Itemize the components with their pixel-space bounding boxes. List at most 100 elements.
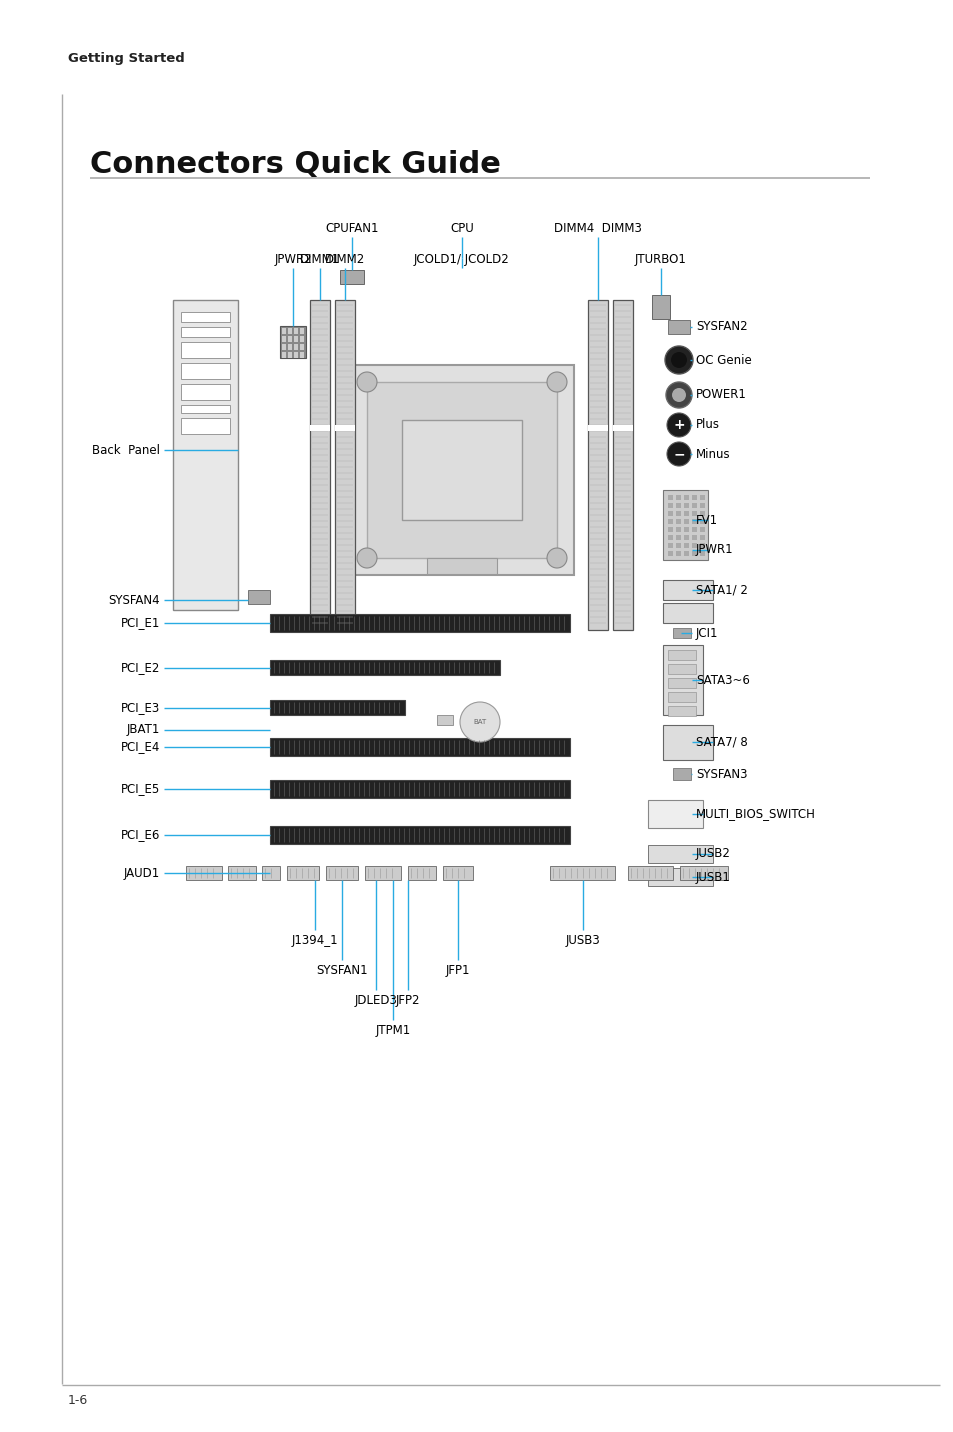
Text: CPUFAN1: CPUFAN1 [325, 222, 378, 235]
Bar [288, 344, 292, 349]
Text: Minus: Minus [696, 447, 730, 461]
Text: JPWR2: JPWR2 [274, 253, 312, 266]
Circle shape [665, 382, 691, 408]
Bar [442, 866, 473, 881]
Bar [365, 866, 400, 881]
Bar [299, 328, 304, 334]
Bar [181, 384, 230, 400]
Text: JFP1: JFP1 [445, 964, 470, 977]
Text: SYSFAN1: SYSFAN1 [315, 964, 368, 977]
Bar [587, 425, 607, 431]
Bar [326, 866, 357, 881]
Bar [667, 664, 696, 674]
Text: DIMM1: DIMM1 [299, 253, 340, 266]
Bar [186, 866, 222, 881]
Bar [287, 866, 318, 881]
Bar [270, 614, 569, 632]
Bar [700, 495, 704, 500]
Text: PCI_E2: PCI_E2 [120, 662, 160, 674]
Bar [299, 337, 304, 342]
Bar [676, 511, 680, 516]
Bar [262, 866, 280, 881]
Bar [310, 425, 330, 431]
Text: SYSFAN2: SYSFAN2 [696, 321, 747, 334]
Bar [181, 418, 230, 434]
Text: DIMM4  DIMM3: DIMM4 DIMM3 [554, 222, 641, 235]
Bar [676, 518, 680, 524]
Text: JDLED3: JDLED3 [355, 994, 397, 1007]
Bar [299, 344, 304, 349]
Text: 1-6: 1-6 [68, 1393, 89, 1406]
Text: −: − [673, 447, 684, 461]
Bar [647, 800, 702, 828]
Text: POWER1: POWER1 [696, 388, 746, 401]
Bar [294, 344, 297, 349]
Text: BAT: BAT [473, 719, 486, 725]
Circle shape [546, 372, 566, 392]
Bar [691, 511, 697, 516]
Bar [339, 271, 364, 284]
Text: JFP2: JFP2 [395, 994, 420, 1007]
Bar [679, 866, 727, 881]
Text: PCI_E6: PCI_E6 [120, 829, 160, 842]
Bar [667, 527, 672, 533]
Text: MULTI_BIOS_SWITCH: MULTI_BIOS_SWITCH [696, 808, 815, 821]
Bar [335, 425, 355, 431]
Bar [294, 328, 297, 334]
Bar [667, 706, 696, 716]
Bar [288, 337, 292, 342]
Text: SYSFAN3: SYSFAN3 [696, 768, 747, 780]
Text: JAUD1: JAUD1 [124, 866, 160, 879]
Bar [181, 312, 230, 322]
Bar [662, 580, 712, 600]
Bar [172, 299, 237, 610]
Bar [691, 536, 697, 540]
Bar [288, 328, 292, 334]
Bar [667, 503, 672, 508]
Text: Getting Started: Getting Started [68, 52, 185, 64]
Bar [335, 299, 355, 630]
Bar [683, 551, 688, 556]
Bar [691, 503, 697, 508]
Bar [408, 866, 436, 881]
Text: SATA1/ 2: SATA1/ 2 [696, 583, 747, 597]
Bar [367, 382, 557, 558]
Bar [181, 342, 230, 358]
Bar [662, 490, 707, 560]
Circle shape [666, 412, 690, 437]
Bar [667, 543, 672, 548]
Bar [647, 868, 712, 886]
Bar [181, 362, 230, 379]
Bar [691, 518, 697, 524]
Bar [667, 677, 696, 687]
Text: JTPM1: JTPM1 [375, 1024, 410, 1037]
Bar [662, 603, 712, 623]
Bar [691, 527, 697, 533]
Bar [676, 503, 680, 508]
Bar [700, 511, 704, 516]
Bar [691, 543, 697, 548]
Text: JBAT1: JBAT1 [127, 723, 160, 736]
Bar [683, 527, 688, 533]
Bar [647, 845, 712, 863]
Bar [667, 692, 696, 702]
Bar [700, 527, 704, 533]
Bar [627, 866, 672, 881]
Bar [667, 650, 696, 660]
Bar [676, 551, 680, 556]
Bar [270, 660, 499, 674]
Bar [683, 536, 688, 540]
Bar [667, 495, 672, 500]
Circle shape [666, 442, 690, 465]
Bar [667, 511, 672, 516]
Bar [700, 543, 704, 548]
Bar [683, 495, 688, 500]
Bar [294, 352, 297, 358]
Bar [282, 352, 286, 358]
Bar [691, 495, 697, 500]
Text: JPWR1: JPWR1 [696, 544, 733, 557]
Text: J1394_1: J1394_1 [292, 934, 338, 947]
Bar [676, 536, 680, 540]
Bar [662, 725, 712, 760]
Text: PCI_E5: PCI_E5 [121, 782, 160, 796]
